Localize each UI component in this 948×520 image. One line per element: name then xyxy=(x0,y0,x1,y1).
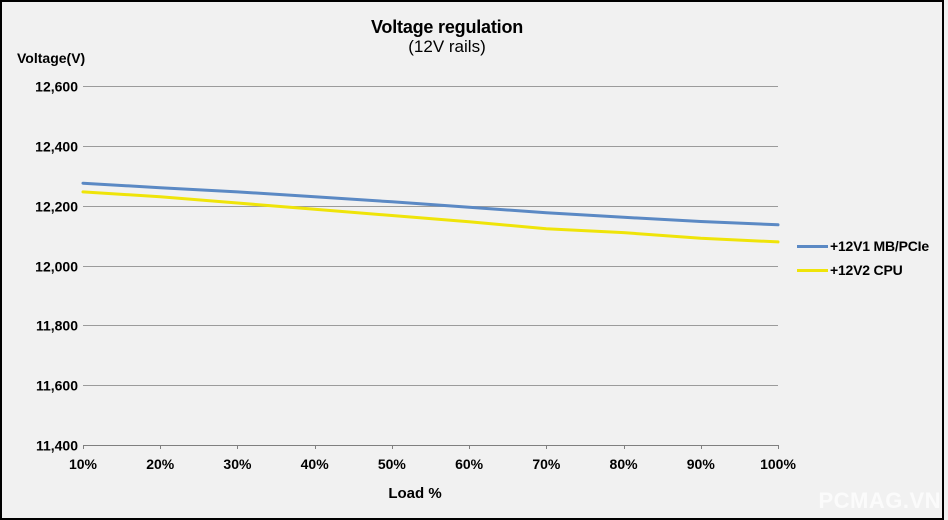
legend-line-swatch-12v1 xyxy=(797,244,828,248)
x-tick-label: 10% xyxy=(69,456,98,472)
y-tick-label: 12,400 xyxy=(35,139,78,155)
y-axis-title: Voltage(V) xyxy=(17,50,86,66)
x-axis-title: Load % xyxy=(388,485,442,502)
x-tick-label: 50% xyxy=(378,456,407,472)
x-tick-label: 40% xyxy=(301,456,330,472)
y-tick-label: 11,600 xyxy=(36,378,78,394)
x-tick-label: 60% xyxy=(455,456,484,472)
legend-label: +12V2 CPU xyxy=(830,262,903,278)
y-tick-label: 11,800 xyxy=(36,318,78,334)
x-tick-label: 30% xyxy=(223,456,252,472)
series-line--12v1-mb-pcie xyxy=(81,181,780,227)
x-tick-label: 90% xyxy=(687,456,716,472)
y-tick-label: 12,000 xyxy=(35,259,78,275)
y-tick-label: 11,400 xyxy=(36,438,78,454)
pcmag-watermark: PCMAG.VN xyxy=(818,488,941,513)
x-tick-label: 70% xyxy=(532,456,561,472)
y-tick-label: 12,200 xyxy=(35,199,78,215)
chart-title: Voltage regulation xyxy=(370,17,524,37)
series-line--12v2-cpu xyxy=(81,190,780,244)
x-tick-label: 100% xyxy=(760,456,796,472)
x-tick-label: 80% xyxy=(610,456,639,472)
legend: +12V1 MB/PCIe +12V2 CPU xyxy=(797,238,929,278)
legend-item-12v1: +12V1 MB/PCIe xyxy=(797,238,929,254)
legend-line-swatch-12v2 xyxy=(797,268,828,272)
legend-label: +12V1 MB/PCIe xyxy=(830,238,929,254)
y-tick-label: 12,600 xyxy=(35,79,78,95)
legend-item-12v2: +12V2 CPU xyxy=(797,262,929,278)
chart-subtitle: (12V rails) xyxy=(408,37,486,56)
x-tick-label: 20% xyxy=(146,456,175,472)
